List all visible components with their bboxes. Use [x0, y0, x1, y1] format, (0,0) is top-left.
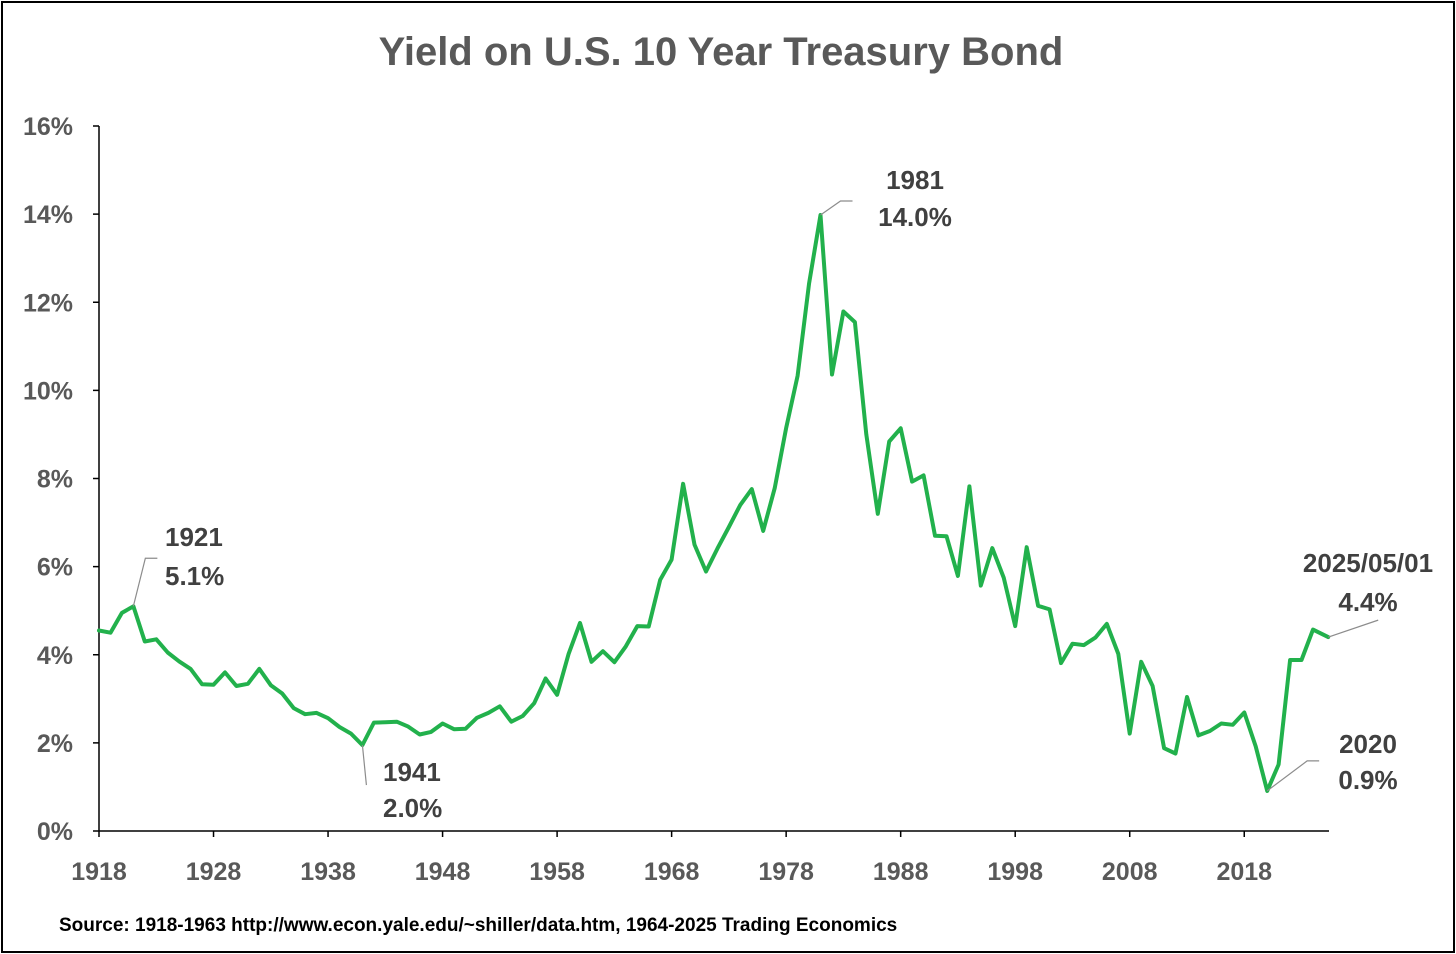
annotation-value: 2.0% [383, 793, 442, 823]
y-tick-label: 16% [23, 113, 73, 141]
source-note: Source: 1918-1963 http://www.econ.yale.e… [59, 915, 897, 936]
annotation-year: 1921 [165, 522, 223, 552]
annotation-year: 2020 [1339, 729, 1397, 759]
series-line [97, 213, 1331, 793]
y-tick-label: 14% [23, 201, 73, 229]
y-tick-label: 8% [37, 466, 73, 494]
x-tick-label: 2008 [1102, 858, 1158, 886]
annotation-value: 14.0% [878, 202, 952, 232]
y-tick-label: 2% [37, 730, 73, 758]
x-tick-label: 1938 [300, 858, 356, 886]
series-layer [97, 213, 1331, 793]
x-tick-label: 1968 [644, 858, 700, 886]
chart-canvas: Yield on U.S. 10 Year Treasury Bond 0% 2%… [23, 30, 1433, 936]
x-tick-label: 1928 [186, 858, 242, 886]
y-tick-label: 4% [37, 642, 73, 670]
x-tick-label: 1958 [529, 858, 585, 886]
axes: 0% 2% 4% 6% 8% 10% 12% 14% 16% 1918 1928 1938 1948 19… [23, 113, 1329, 886]
x-tick-label: 1998 [987, 858, 1043, 886]
y-tick-label: 10% [23, 377, 73, 405]
annotation-year: 2025/05/01 [1303, 548, 1433, 578]
annotation-leader [1266, 760, 1320, 792]
annotation-leader [361, 745, 368, 786]
annotation-value: 5.1% [165, 561, 224, 591]
annotation-year: 1941 [383, 757, 441, 787]
annotation-leader [132, 557, 158, 607]
annotation-leader [1328, 619, 1379, 638]
annotation-value: 4.4% [1338, 587, 1397, 617]
annotation-value: 0.9% [1338, 765, 1397, 795]
annotation-leader [820, 200, 853, 216]
x-tick-label: 1948 [415, 858, 471, 886]
y-tick-label: 0% [37, 818, 73, 846]
x-tick-label: 1978 [758, 858, 814, 886]
chart-title: Yield on U.S. 10 Year Treasury Bond [379, 30, 1064, 74]
x-tick-label: 1988 [873, 858, 929, 886]
annotation-layer: 1921 5.1% 1941 2.0% 1981 14.0% 2020 0.9% 2025/05… [132, 165, 1433, 823]
x-tick-label: 2018 [1216, 858, 1272, 886]
y-tick-label: 6% [37, 554, 73, 582]
x-tick-label: 1918 [71, 858, 127, 886]
annotation-year: 1981 [886, 165, 944, 195]
y-tick-label: 12% [23, 289, 73, 317]
